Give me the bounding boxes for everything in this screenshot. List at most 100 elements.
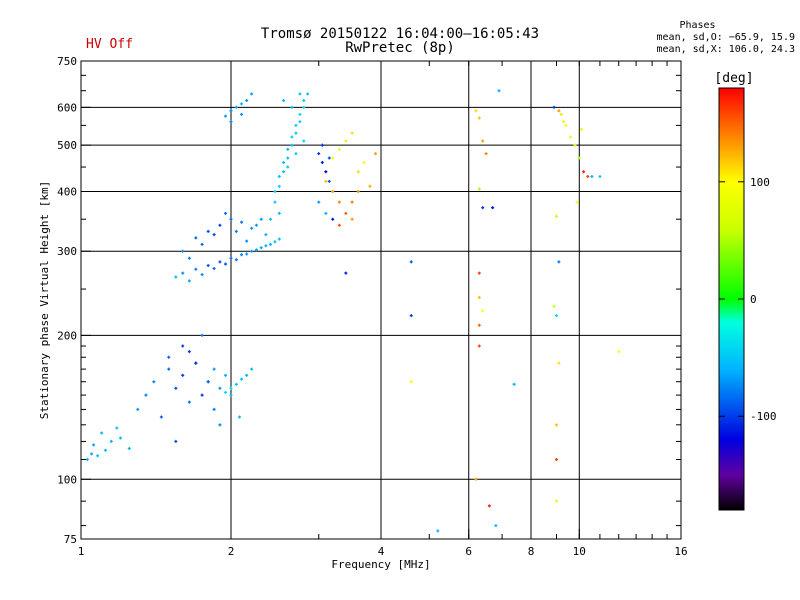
data-point (298, 112, 302, 116)
data-point (374, 152, 378, 156)
data-point (273, 200, 277, 204)
data-point (409, 260, 413, 264)
data-point (481, 139, 485, 143)
x-tick-label: 1 (78, 545, 85, 558)
data-point (240, 112, 244, 116)
data-point (144, 393, 148, 397)
data-point (559, 112, 563, 116)
data-point (245, 252, 249, 256)
data-point (282, 160, 286, 164)
data-point (174, 275, 178, 279)
y-tick-label: 600 (57, 101, 77, 114)
data-point (212, 233, 216, 237)
data-point (118, 436, 122, 440)
data-point (298, 92, 302, 96)
data-point (245, 373, 249, 377)
data-point (487, 504, 491, 508)
data-point (324, 211, 328, 215)
data-point (259, 246, 263, 250)
data-point (254, 248, 258, 252)
data-point (167, 355, 171, 359)
data-point (268, 242, 272, 246)
data-point (474, 477, 478, 481)
data-point (320, 143, 324, 147)
data-point (575, 200, 579, 204)
data-point (436, 529, 440, 533)
data-point (337, 147, 341, 151)
data-point (337, 200, 341, 204)
colorbar-tick-label: 0 (750, 293, 757, 306)
colorbar-tick-label: -100 (750, 410, 777, 423)
data-point (302, 139, 306, 143)
colorbar-tick-label: 100 (750, 176, 770, 189)
data-point (577, 156, 581, 160)
data-point (136, 407, 140, 411)
data-point (237, 415, 241, 419)
data-point (200, 333, 204, 337)
data-point (206, 264, 210, 268)
data-point (181, 344, 185, 348)
data-point (409, 314, 413, 318)
data-point (350, 217, 354, 221)
data-point (100, 431, 104, 435)
data-point (306, 92, 310, 96)
phase-stats-heading: Phases (679, 20, 716, 31)
data-point (327, 179, 331, 183)
data-point (92, 443, 96, 447)
data-point (282, 170, 286, 174)
x-tick-label: 6 (465, 545, 472, 558)
y-tick-label: 100 (57, 473, 77, 486)
data-point (224, 262, 228, 266)
data-point (337, 223, 341, 227)
data-point (127, 446, 131, 450)
data-point (598, 174, 602, 178)
data-point (557, 260, 561, 264)
data-point (317, 152, 321, 156)
data-point (557, 109, 561, 113)
data-point (568, 135, 572, 139)
data-point (277, 211, 281, 215)
data-point (234, 105, 238, 109)
y-axis-ticks: 75 100 200 300 400 500 600 750 (57, 55, 681, 546)
data-point (562, 120, 566, 124)
data-point (264, 233, 268, 237)
data-point (564, 123, 568, 127)
data-point (554, 423, 558, 427)
data-point (282, 99, 286, 103)
data-point (481, 206, 485, 210)
data-point (477, 116, 481, 120)
grid-lines (81, 61, 681, 539)
data-point (277, 174, 281, 178)
x-axis-ticks: 1 2 4 6 8 10 16 (78, 61, 688, 558)
data-point (212, 367, 216, 371)
data-point (224, 390, 228, 394)
data-point (344, 271, 348, 275)
data-point (85, 457, 89, 461)
data-point (224, 211, 228, 215)
y-tick-label: 500 (57, 139, 77, 152)
data-point (218, 423, 222, 427)
data-point (159, 415, 163, 419)
data-point (290, 135, 294, 139)
data-point (573, 143, 577, 147)
data-point (250, 226, 254, 230)
data-point (294, 131, 298, 135)
data-point (294, 152, 298, 156)
data-point (286, 165, 290, 169)
data-point (350, 131, 354, 135)
data-point (477, 344, 481, 348)
x-tick-label: 4 (378, 545, 385, 558)
data-point (481, 309, 485, 313)
x-tick-label: 2 (228, 545, 235, 558)
data-point (302, 105, 306, 109)
y-tick-label: 200 (57, 329, 77, 342)
data-point (240, 377, 244, 381)
data-point (477, 296, 481, 300)
data-point (368, 184, 372, 188)
data-point (290, 105, 294, 109)
data-point (200, 393, 204, 397)
data-point (477, 323, 481, 327)
data-point (212, 407, 216, 411)
data-point (302, 99, 306, 103)
y-tick-label: 300 (57, 245, 77, 258)
